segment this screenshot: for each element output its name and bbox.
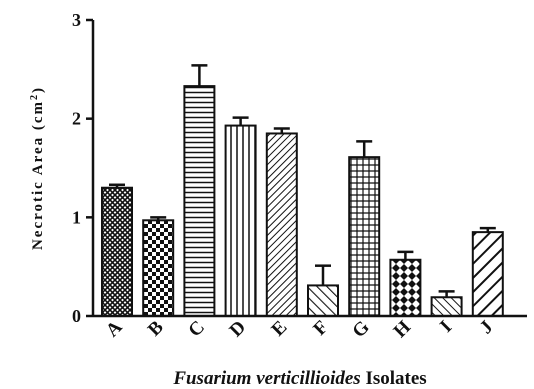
- x-tick-label-B: B: [144, 316, 168, 340]
- bar-H: [389, 258, 422, 318]
- bar-F: [307, 284, 339, 317]
- bar-D: [224, 124, 257, 317]
- x-tick-label-A: A: [102, 316, 127, 341]
- x-tick-label-H: H: [390, 317, 415, 342]
- x-axis-label-italic: Fusarium verticillioides: [172, 368, 360, 389]
- bar-E: [265, 132, 298, 317]
- bar-I: [430, 296, 463, 317]
- x-axis-label-rest: Isolates: [361, 368, 427, 389]
- bar-C: [183, 85, 216, 317]
- y-ticks-group: 0 1 2 3: [72, 10, 93, 326]
- x-tick-label-J: J: [476, 317, 498, 339]
- y-tick-label-3: 3: [72, 10, 81, 30]
- y-axis-label-superscript: 2: [29, 93, 40, 100]
- bar-A: [101, 186, 133, 317]
- x-tick-label-C: C: [184, 317, 209, 342]
- x-tick-label-I: I: [436, 317, 456, 337]
- y-tick-label-0: 0: [72, 306, 81, 326]
- y-tick-label-1: 1: [72, 207, 81, 227]
- x-axis-label: Fusarium verticillioides Isolates: [172, 368, 426, 389]
- x-tick-label-G: G: [348, 317, 373, 342]
- y-axis-label: Necrotic Area (cm2): [29, 86, 47, 250]
- y-axis-label-close: ): [30, 86, 46, 93]
- x-tick-label-E: E: [268, 317, 292, 341]
- bar-B: [142, 219, 175, 317]
- axes-group: [91, 20, 527, 318]
- bars-group: [101, 85, 504, 318]
- x-tick-label-D: D: [226, 317, 251, 342]
- x-tick-label-F: F: [309, 317, 332, 340]
- bar-J: [471, 231, 504, 317]
- error-bars-group: [109, 64, 496, 298]
- y-tick-label-2: 2: [72, 109, 81, 129]
- y-axis-label-main: Necrotic Area (cm: [30, 100, 46, 250]
- bar-G: [348, 156, 381, 317]
